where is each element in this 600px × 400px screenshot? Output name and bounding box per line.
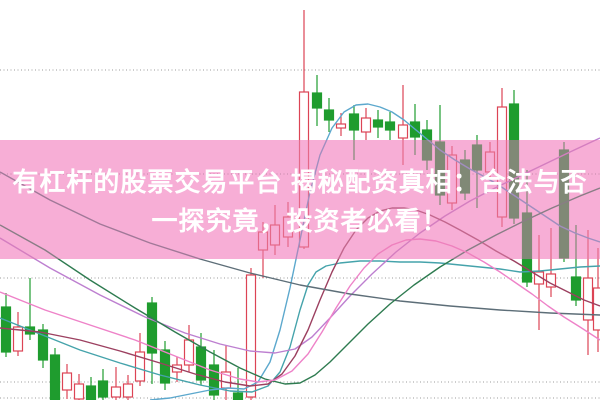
stock-chart-page: 有杠杆的股票交易平台 揭秘配资真相：合法与否 一探究竟，投资者必看！ [0,9,600,400]
candlestick-chart [0,9,600,400]
